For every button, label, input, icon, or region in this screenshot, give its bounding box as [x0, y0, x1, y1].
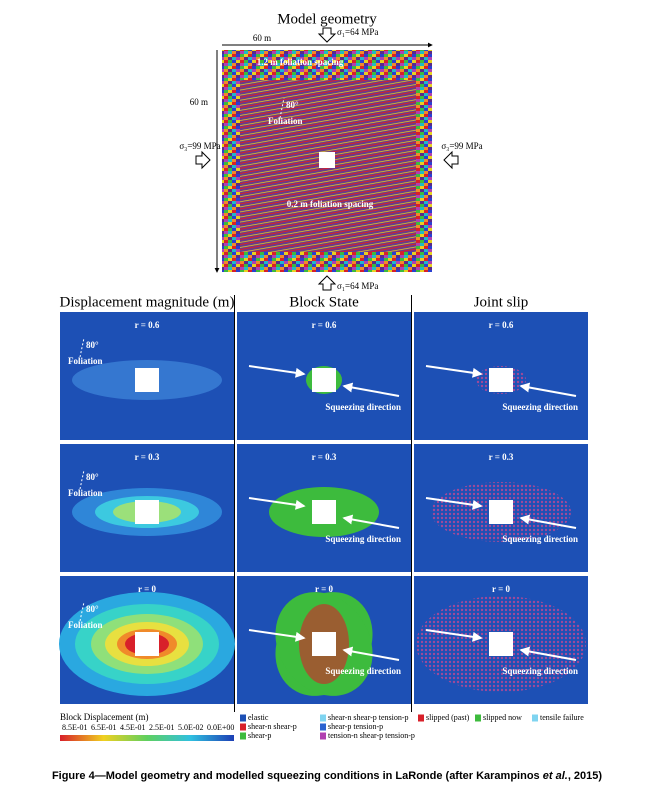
legend-swatch [418, 714, 424, 722]
excavation [489, 632, 513, 656]
r-label: r = 0.6 [135, 320, 160, 330]
squeeze-arrow [248, 497, 306, 510]
squeeze-arrow [519, 514, 577, 529]
r-label: r = 0.3 [312, 452, 337, 462]
legend-title: Block Displacement (m) [60, 712, 148, 722]
foliation-line [79, 337, 85, 358]
legend-swatch [240, 723, 246, 731]
squeeze-arrow [519, 382, 577, 397]
squeeze-arrow [342, 646, 400, 661]
caption-text: Figure 4—Model geometry and modelled squ… [52, 770, 543, 782]
squeeze-arrow [342, 382, 400, 397]
legend-swatch [320, 723, 326, 731]
legend-swatch [320, 732, 326, 740]
foliation-label: Foliation [68, 356, 103, 366]
r-label: r = 0 [315, 584, 333, 594]
legend-label: tensile failure [540, 713, 584, 722]
load-arrow [443, 150, 459, 170]
legend-tick: 6.5E-01 [91, 723, 117, 732]
foliation-angle: 80° [286, 100, 299, 110]
legend-swatch [320, 714, 326, 722]
squeeze-arrow [425, 365, 483, 378]
squeeze-label: Squeezing direction [502, 534, 578, 544]
excavation [312, 632, 336, 656]
colorbar [60, 735, 234, 741]
spacing-label: 0.2 m foliation spacing [287, 199, 374, 209]
squeeze-arrow [248, 629, 306, 642]
squeeze-arrow [342, 514, 400, 529]
geometry-title: Model geometry [277, 11, 377, 27]
legend-swatch [532, 714, 538, 722]
foliation-line [279, 97, 285, 119]
caption: Figure 4—Model geometry and modelled squ… [52, 770, 602, 782]
stress-top: σ₁=64 MPa [337, 27, 378, 37]
caption-italic: et al. [543, 770, 568, 782]
load-arrow [317, 275, 337, 291]
squeeze-label: Squeezing direction [325, 534, 401, 544]
height-label: 60 m [190, 97, 208, 107]
foliation-line [79, 469, 85, 490]
foliation-label: Foliation [268, 116, 303, 126]
foliation-label: Foliation [68, 620, 103, 630]
r-label: r = 0 [138, 584, 156, 594]
legend-tick: 2.5E-01 [149, 723, 175, 732]
excavation [135, 368, 159, 392]
foliation-line [79, 601, 85, 622]
excavation [489, 368, 513, 392]
caption-text: , 2015) [568, 770, 603, 782]
column-header: Block State [289, 294, 359, 310]
foliation-angle: 80° [86, 472, 99, 482]
legend-label: shear-p tension-p [328, 722, 383, 731]
squeeze-label: Squeezing direction [325, 666, 401, 676]
legend-tick: 5.0E-02 [178, 723, 204, 732]
legend-label: slipped (past) [426, 713, 470, 722]
legend-label: shear-n shear-p [248, 722, 297, 731]
excavation [312, 500, 336, 524]
r-label: r = 0.3 [489, 452, 514, 462]
legend-label: shear-p [248, 731, 271, 740]
squeeze-label: Squeezing direction [502, 666, 578, 676]
excavation [319, 152, 335, 168]
excavation [489, 500, 513, 524]
legend-swatch [240, 732, 246, 740]
legend-swatch [475, 714, 481, 722]
spacing-label: 1.2 m foliation spacing [257, 57, 344, 67]
squeeze-arrow [248, 365, 306, 378]
legend-tick: 8.5E-01 [62, 723, 88, 732]
r-label: r = 0 [492, 584, 510, 594]
squeeze-arrow [425, 629, 483, 642]
legend-tick: 4.5E-01 [120, 723, 146, 732]
r-label: r = 0.6 [489, 320, 514, 330]
excavation [135, 500, 159, 524]
r-label: r = 0.6 [312, 320, 337, 330]
stress-left: σ₃=99 MPa [179, 141, 220, 151]
squeeze-label: Squeezing direction [502, 402, 578, 412]
legend-tick: 0.0E+00 [207, 723, 234, 732]
squeeze-label: Squeezing direction [325, 402, 401, 412]
legend-label: elastic [248, 713, 269, 722]
legend-label: shear-n shear-p tension-p [328, 713, 409, 722]
foliation-label: Foliation [68, 488, 103, 498]
excavation [312, 368, 336, 392]
stress-right: σ₃=99 MPa [441, 141, 482, 151]
width-label: 60 m [253, 33, 271, 43]
r-label: r = 0.3 [135, 452, 160, 462]
load-arrow [317, 27, 337, 43]
legend-label: slipped now [483, 713, 522, 722]
excavation [135, 632, 159, 656]
foliation-angle: 80° [86, 340, 99, 350]
squeeze-arrow [425, 497, 483, 510]
column-header: Joint slip [474, 294, 529, 310]
foliation-angle: 80° [86, 604, 99, 614]
legend-swatch [240, 714, 246, 722]
squeeze-arrow [519, 646, 577, 661]
stress-bottom: σ₁=64 MPa [337, 281, 378, 291]
load-arrow [195, 150, 211, 170]
legend-label: tension-n shear-p tension-p [328, 731, 415, 740]
column-header: Displacement magnitude (m) [60, 294, 235, 310]
